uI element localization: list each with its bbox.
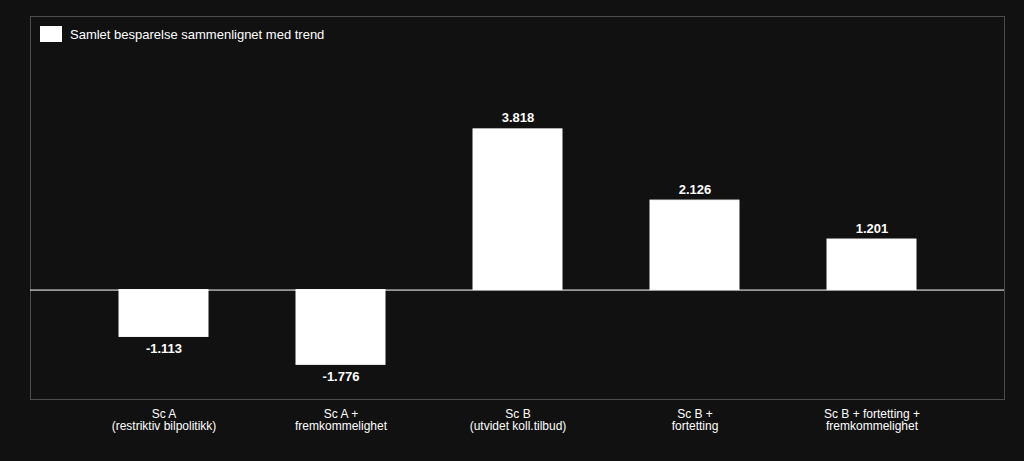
svg-text:Sc B + fortetting +fremkommeli: Sc B + fortetting +fremkommelighet: [824, 407, 920, 433]
svg-text:-1.113: -1.113: [146, 341, 182, 356]
svg-text:Sc A +fremkommelighet: Sc A +fremkommelighet: [295, 407, 388, 433]
svg-text:Sc B +fortetting: Sc B +fortetting: [672, 407, 719, 433]
svg-text:1.201: 1.201: [856, 221, 889, 236]
svg-text:Sc B(utvidet koll.tilbud): Sc B(utvidet koll.tilbud): [470, 407, 567, 433]
svg-text:Sc A(restriktiv bilpolitikk): Sc A(restriktiv bilpolitikk): [112, 407, 217, 433]
html-text:Samlet besparelse sammenlignet: Samlet besparelse sammenlignet med trend: [70, 26, 325, 42]
svg-text:3.818: 3.818: [502, 110, 535, 125]
svg-text:2.126: 2.126: [679, 182, 712, 197]
svg-text:-1.776: -1.776: [323, 369, 360, 384]
